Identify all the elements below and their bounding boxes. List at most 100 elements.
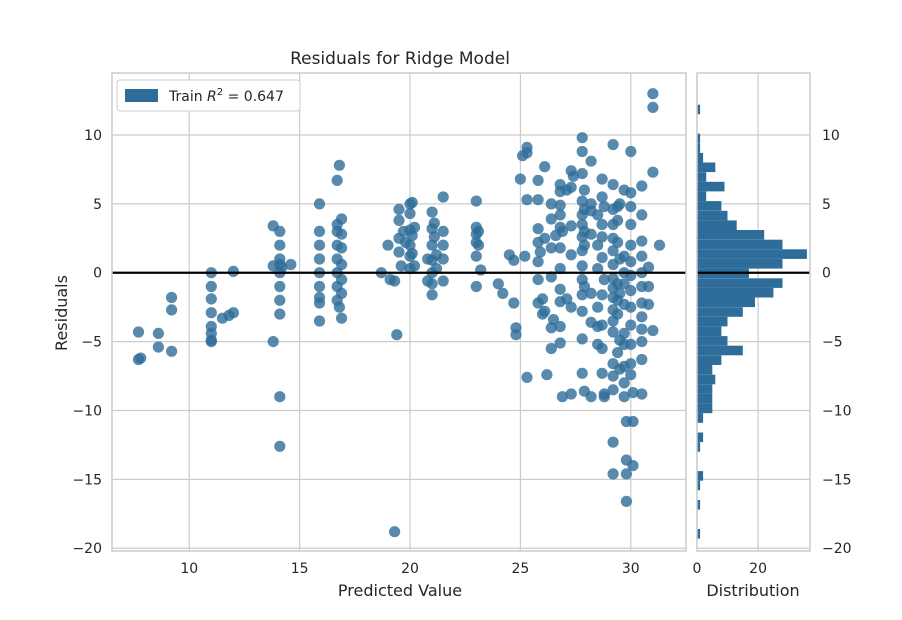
residual-point	[636, 180, 648, 192]
residual-point	[647, 166, 659, 178]
residual-point	[554, 199, 566, 211]
histogram-bar	[697, 307, 743, 317]
y-tick-label: −10	[72, 403, 102, 419]
residual-point	[274, 308, 286, 320]
residual-point	[472, 239, 485, 251]
residual-point	[313, 297, 326, 309]
residual-point	[636, 353, 648, 366]
residual-point	[561, 293, 573, 305]
residual-point	[612, 308, 624, 320]
histogram-bar	[697, 172, 707, 182]
residual-point	[534, 246, 546, 258]
residual-point	[636, 311, 648, 323]
residual-point	[313, 239, 326, 251]
residual-point	[607, 179, 619, 191]
residual-point	[274, 239, 286, 251]
residual-point	[554, 283, 566, 295]
residual-point	[554, 209, 566, 221]
residual-point	[554, 320, 566, 333]
residual-point	[470, 250, 482, 262]
residual-point	[331, 218, 343, 231]
residual-point	[395, 260, 407, 272]
residual-point	[625, 319, 637, 331]
distribution-x-tick-label: 20	[749, 561, 767, 577]
residual-point	[578, 239, 591, 251]
residual-point	[647, 325, 659, 337]
residual-point	[545, 271, 557, 283]
residual-point	[132, 326, 145, 338]
residual-point	[408, 221, 421, 233]
distribution-frame	[696, 72, 811, 552]
x-tick-label: 10	[180, 561, 198, 577]
residual-point	[428, 231, 440, 243]
residual-point	[532, 174, 544, 186]
residual-point	[556, 225, 569, 237]
residual-point	[274, 391, 286, 403]
legend-swatch	[125, 89, 158, 102]
residual-point	[336, 228, 348, 240]
histogram-bar	[697, 104, 701, 115]
residual-point	[166, 304, 178, 316]
residual-point	[276, 261, 288, 273]
residual-point	[576, 333, 588, 345]
residual-point	[627, 415, 639, 428]
histogram-bar	[697, 259, 783, 269]
histogram-bar	[697, 210, 728, 221]
x-tick-label: 25	[512, 561, 530, 577]
residual-point	[406, 247, 418, 260]
residual-point	[625, 285, 637, 297]
residual-point	[539, 232, 551, 244]
residual-point	[618, 391, 630, 403]
residual-point	[653, 239, 666, 251]
residual-point	[545, 198, 557, 210]
residual-point	[585, 155, 597, 167]
residual-point	[627, 460, 639, 472]
residual-point	[576, 145, 588, 158]
residual-point	[404, 207, 416, 220]
histogram-bar	[697, 326, 722, 337]
x-tick-label: 20	[401, 561, 419, 577]
residual-point	[470, 195, 482, 207]
residual-point	[578, 184, 591, 196]
distribution-axis-title: Distribution	[706, 581, 799, 600]
residual-point	[607, 245, 619, 257]
residual-point	[437, 253, 449, 265]
residual-point	[642, 261, 655, 273]
residual-point	[205, 293, 217, 305]
residual-point	[625, 358, 637, 370]
residual-point	[336, 312, 348, 324]
histogram-bar	[697, 500, 701, 510]
residual-point	[545, 242, 557, 254]
residual-point	[389, 526, 401, 538]
residual-point	[554, 263, 566, 275]
residual-point	[437, 275, 449, 287]
distribution-y-tick-label: −10	[822, 403, 852, 419]
residual-point	[267, 336, 279, 348]
residual-point	[636, 388, 648, 400]
residual-point	[576, 260, 588, 272]
residual-point	[426, 289, 438, 301]
residual-point	[598, 201, 610, 213]
residual-point	[620, 468, 633, 480]
histogram-bar	[697, 191, 707, 202]
histogram-bar	[697, 297, 755, 308]
legend-label: Train R2 = 0.647	[168, 87, 284, 105]
residual-point	[426, 206, 438, 218]
residual-point	[331, 174, 343, 186]
distribution-y-tick-label: −20	[822, 541, 852, 557]
residual-point	[585, 391, 597, 403]
distribution-x-tick-label: 0	[693, 561, 702, 577]
residual-point	[576, 305, 588, 317]
histogram-bar	[697, 403, 713, 414]
residual-point	[578, 280, 591, 293]
distribution-y-tick-label: −5	[822, 335, 843, 351]
residual-point	[607, 468, 619, 480]
residual-point	[205, 280, 217, 293]
residual-point	[620, 495, 633, 507]
residual-point	[625, 301, 637, 313]
residual-point	[227, 307, 239, 319]
residual-point	[430, 263, 443, 275]
residual-point	[618, 327, 630, 339]
histogram-bar	[697, 442, 701, 452]
histogram-bar	[697, 480, 701, 491]
